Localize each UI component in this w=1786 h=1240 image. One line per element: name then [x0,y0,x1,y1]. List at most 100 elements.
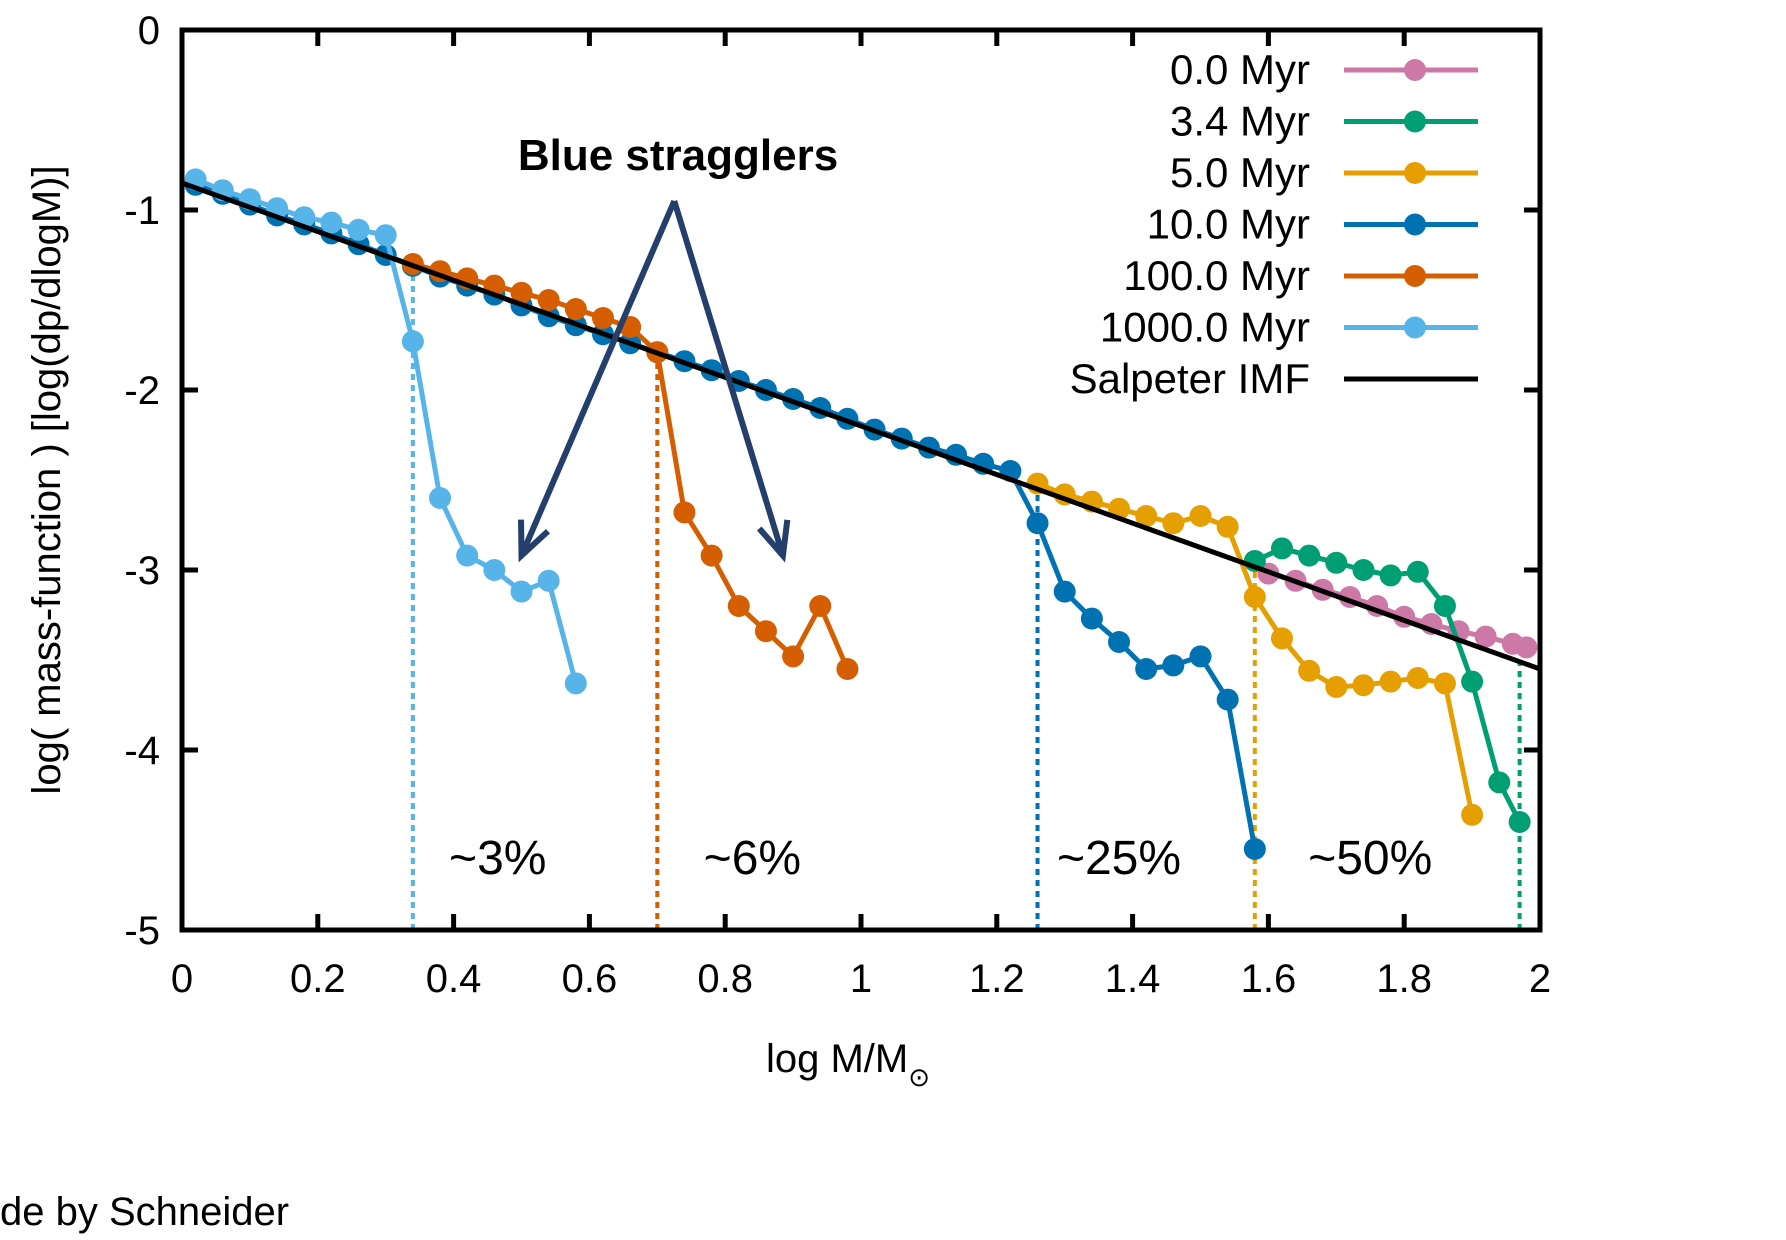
legend-marker [1404,213,1426,236]
series-1000-0-myr [184,168,587,695]
data-point [700,544,723,567]
data-point [429,487,452,509]
data-point [1461,670,1484,693]
legend-marker [1404,162,1426,184]
y-tick-label: -2 [124,369,160,413]
series-10-0-myr [184,173,1266,860]
data-point [1135,658,1158,680]
x-tick-label: 2 [1529,957,1551,1001]
data-point [347,218,370,241]
data-point [727,595,750,617]
legend-label: 100.0 Myr [1123,252,1310,299]
data-point [1379,670,1402,693]
data-point [782,645,805,668]
x-tick-label: 0 [171,957,193,1001]
legend-marker [1404,110,1426,133]
legend-marker [1404,316,1426,339]
data-point [1162,654,1185,677]
data-point [836,658,859,680]
y-tick-label: 0 [138,9,160,53]
data-point [1461,803,1484,826]
data-point [591,307,614,329]
credit-text: de by Schneider [0,1190,290,1234]
data-point [1325,551,1348,574]
series-3-4-myr [1243,537,1531,833]
y-axis-label: log( mass-function ) [log(dp/dlogM)] [25,165,69,794]
legend-label: 5.0 Myr [1170,149,1310,196]
data-point [809,595,832,617]
legend-label: 1000.0 Myr [1100,304,1310,351]
arrowhead-1 [756,519,791,563]
x-tick-label: 0.6 [562,957,618,1001]
x-tick-label: 1.8 [1376,957,1432,1001]
data-point [1216,515,1239,538]
data-point [537,569,560,592]
annotations: ~3% ~6% ~25% ~50% Blue stragglers [449,131,1432,885]
data-point [1026,512,1049,535]
percent-label: ~3% [449,832,546,885]
x-tick-label: 0.4 [426,957,482,1001]
x-tick-label: 0.8 [697,957,753,1001]
x-tick-label: 1 [850,957,872,1001]
data-point [1216,688,1239,711]
data-point [1108,631,1131,653]
series-100-0-myr [401,253,859,680]
data-point [1433,595,1456,617]
x-axis-label-sub: ⊙ [908,1062,930,1092]
data-point [1325,676,1348,698]
series-line [194,182,1258,850]
data-point [1243,586,1266,608]
data-point [401,330,424,353]
data-point [1189,645,1212,668]
data-point [1406,560,1429,583]
arrow-1 [671,200,786,557]
salpeter-imf-line [182,180,1540,672]
y-tick-label: -4 [124,729,160,773]
y-tick-label: -3 [124,549,160,593]
data-point [456,544,479,567]
data-point [374,224,397,247]
cutoff-lines [410,264,1522,930]
data-point [673,501,696,524]
data-point [510,580,533,603]
axes [179,27,1543,933]
data-point [1352,674,1375,697]
x-tick-label: 1.4 [1105,957,1161,1001]
data-point [1270,627,1293,650]
salpeter-line-layer [182,180,1540,672]
arrowhead-0 [518,519,551,563]
data-point [1135,505,1158,527]
data-point [564,672,587,695]
data-point [1406,667,1429,689]
data-point [1243,838,1266,860]
y-tick-label: -5 [124,909,160,953]
legend-marker [1404,59,1426,81]
data-point [510,281,533,304]
legend-marker [1404,265,1426,287]
percent-label: ~50% [1308,832,1432,885]
data-point [1379,564,1402,587]
data-point [1189,505,1212,527]
x-tick-label: 1.2 [969,957,1025,1001]
legend-label: 10.0 Myr [1147,201,1310,248]
data-point [1298,659,1321,682]
data-point [1474,625,1497,648]
x-tick-label: 0.2 [290,957,346,1001]
data-point [320,211,343,234]
data-point [1162,512,1185,535]
percent-label: ~6% [704,832,801,885]
arrow-0 [518,199,678,557]
data-point [537,289,560,311]
data-point [1270,537,1293,560]
data-point [1488,771,1511,794]
plot-frame [179,27,1543,933]
data-point [1080,607,1103,630]
data-point [1352,559,1375,581]
data-point [564,298,587,320]
data-point [1508,811,1531,833]
data-point [1515,636,1538,659]
legend-label: 0.0 Myr [1170,46,1310,93]
x-axis-label-main: log M/M [766,1037,908,1081]
